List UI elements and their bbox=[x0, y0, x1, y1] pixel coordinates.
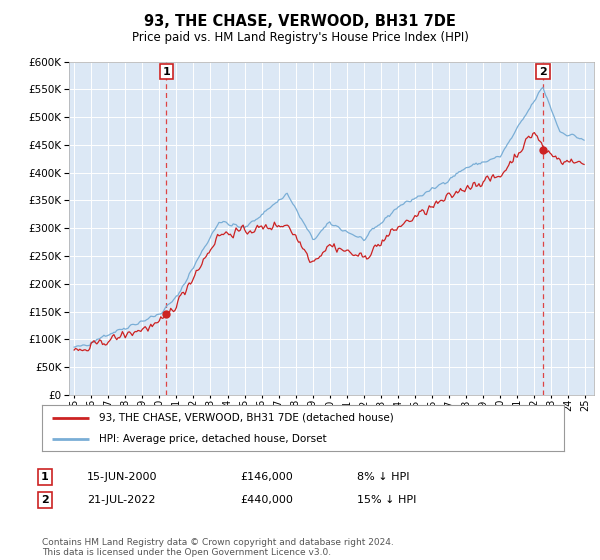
Text: 93, THE CHASE, VERWOOD, BH31 7DE: 93, THE CHASE, VERWOOD, BH31 7DE bbox=[144, 14, 456, 29]
Text: 2: 2 bbox=[539, 67, 547, 77]
Text: 15% ↓ HPI: 15% ↓ HPI bbox=[357, 495, 416, 505]
Text: 1: 1 bbox=[163, 67, 170, 77]
Text: £440,000: £440,000 bbox=[240, 495, 293, 505]
Text: £146,000: £146,000 bbox=[240, 472, 293, 482]
Text: 1: 1 bbox=[41, 472, 49, 482]
Text: 15-JUN-2000: 15-JUN-2000 bbox=[87, 472, 157, 482]
Text: HPI: Average price, detached house, Dorset: HPI: Average price, detached house, Dors… bbox=[100, 435, 327, 444]
Text: 8% ↓ HPI: 8% ↓ HPI bbox=[357, 472, 409, 482]
Text: 21-JUL-2022: 21-JUL-2022 bbox=[87, 495, 155, 505]
Text: Price paid vs. HM Land Registry's House Price Index (HPI): Price paid vs. HM Land Registry's House … bbox=[131, 31, 469, 44]
Text: 2: 2 bbox=[41, 495, 49, 505]
Text: Contains HM Land Registry data © Crown copyright and database right 2024.
This d: Contains HM Land Registry data © Crown c… bbox=[42, 538, 394, 557]
Text: 93, THE CHASE, VERWOOD, BH31 7DE (detached house): 93, THE CHASE, VERWOOD, BH31 7DE (detach… bbox=[100, 413, 394, 423]
